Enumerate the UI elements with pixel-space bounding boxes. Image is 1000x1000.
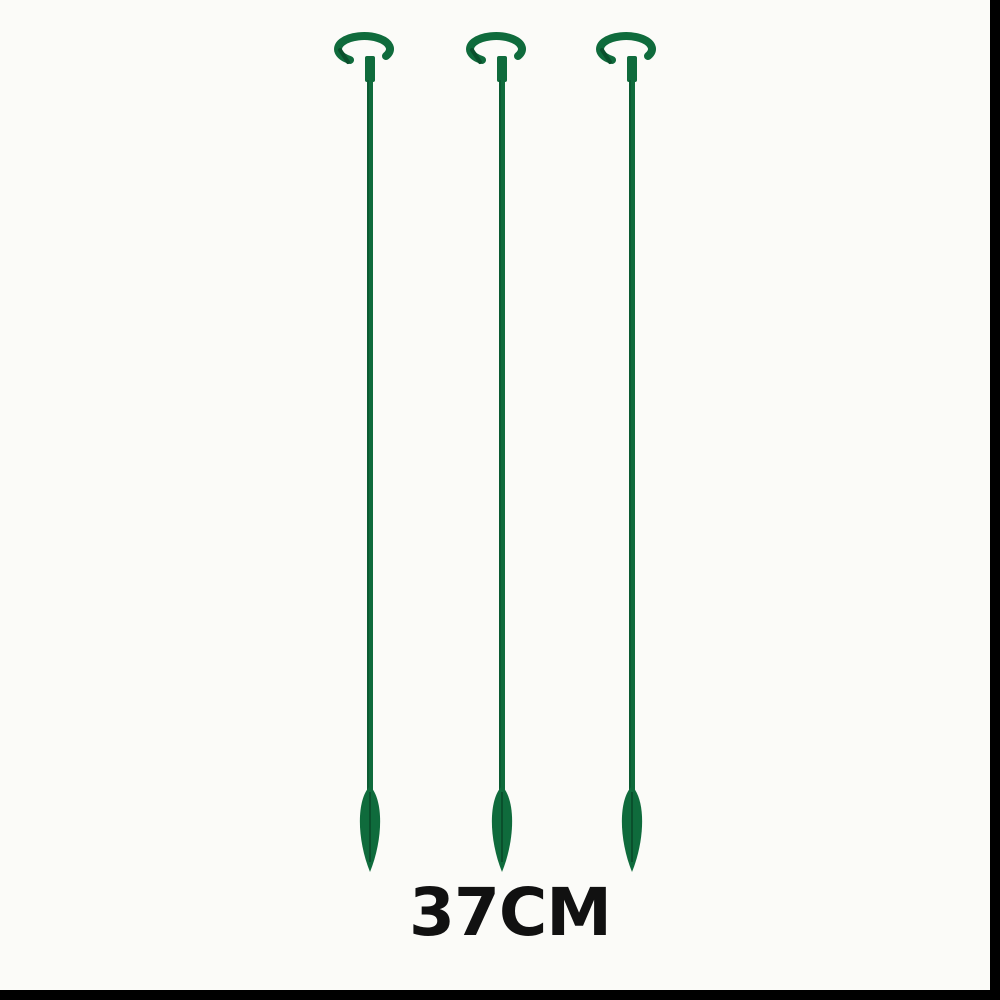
plant-stake-1: [338, 36, 390, 872]
plant-stake-2: [470, 36, 522, 872]
plant-stake-3: [600, 36, 652, 872]
size-label: 37CM: [0, 880, 990, 946]
stakes-group: [338, 36, 652, 872]
stake-rod-shadow: [499, 80, 501, 792]
stake-rod-shadow: [629, 80, 631, 792]
stake-collar: [497, 56, 507, 82]
stake-rod-shadow: [367, 80, 369, 792]
stake-collar: [365, 56, 375, 82]
stake-collar: [627, 56, 637, 82]
